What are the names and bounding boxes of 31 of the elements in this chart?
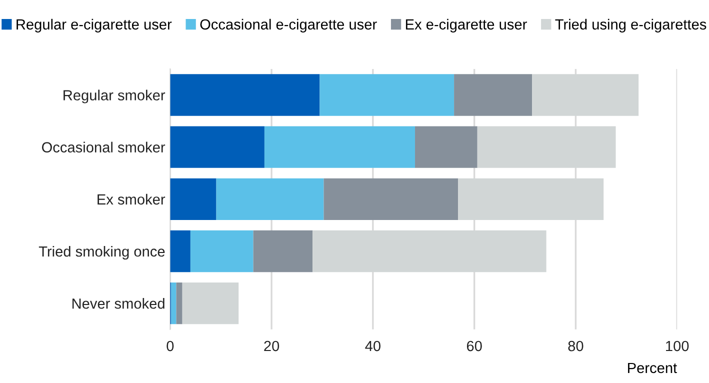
bar (415, 126, 478, 168)
x-tick-label: 20 (264, 340, 280, 352)
x-tick-label: 100 (666, 340, 689, 352)
legend-label: Occasional e-cigarette user (200, 18, 377, 32)
legend-label: Regular e-cigarette user (16, 18, 172, 32)
bar (190, 230, 254, 272)
y-tick-label: Never smoked (72, 298, 164, 309)
bar (264, 126, 416, 168)
legend-label: Tried using e-cigarettes (555, 18, 706, 32)
bar (253, 230, 313, 272)
legend-label: Ex e-cigarette user (406, 18, 527, 32)
bar (176, 282, 182, 324)
x-tick-label: 60 (466, 340, 482, 352)
x-tick-label: 0 (166, 340, 174, 352)
y-tick-label: Occasional smoker (42, 142, 166, 152)
x-tick-label: 40 (365, 340, 380, 352)
bar (216, 178, 324, 220)
bar (170, 74, 320, 116)
bar (324, 178, 458, 220)
bar (170, 178, 216, 220)
y-tick-label: Ex smoker (98, 194, 166, 205)
bar (170, 230, 190, 272)
y-tick-label: Tried smoking once (38, 246, 165, 260)
bar (171, 282, 176, 324)
x-tick-label: 80 (568, 340, 584, 352)
bar (454, 74, 532, 116)
bar (182, 282, 239, 324)
bar (170, 126, 264, 168)
bar (320, 74, 454, 116)
y-tick-label: Regular smoker (64, 90, 166, 104)
x-axis-title: Percent (628, 362, 677, 374)
